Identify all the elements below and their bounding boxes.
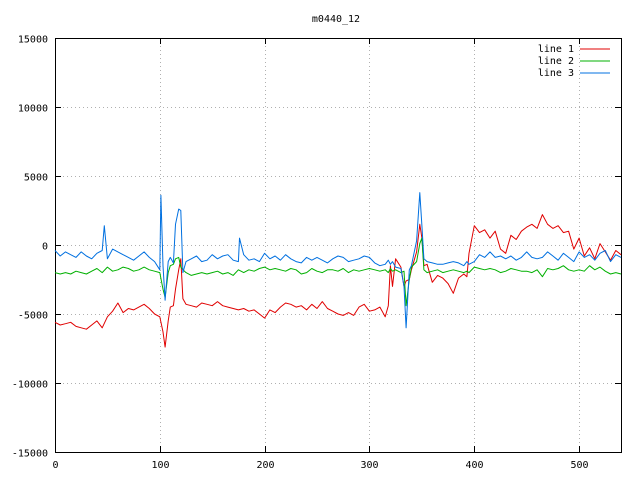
series-line-3 [54, 192, 622, 329]
y-tick-label: -5000 [18, 311, 48, 322]
series-lines [54, 192, 622, 348]
y-tick-label: 15000 [18, 35, 48, 46]
x-tick-label: 400 [465, 460, 483, 471]
y-tick-label: -15000 [12, 449, 48, 460]
x-tick-label: 0 [52, 460, 58, 471]
x-tick-label: 300 [360, 460, 378, 471]
y-tick-label: 5000 [24, 173, 48, 184]
axis-ticks: 0 100 200 300 400 500 -15000 -10000 -5000 0 5000 10… [12, 35, 621, 471]
x-tick-label: 200 [256, 460, 274, 471]
grid-lines [55, 38, 621, 452]
y-tick-label: 10000 [18, 104, 48, 115]
plot-frame [55, 38, 622, 453]
series-line-2 [54, 237, 622, 307]
legend-label-3: line 3 [538, 68, 574, 79]
legend-label-2: line 2 [538, 56, 574, 67]
legend-label-1: line 1 [538, 44, 574, 55]
y-tick-label: -10000 [12, 380, 48, 391]
y-tick-label: 0 [42, 242, 48, 253]
series-line-1 [54, 214, 622, 348]
x-tick-label: 500 [570, 460, 588, 471]
x-tick-label: 100 [151, 460, 169, 471]
chart-title: m0440_12 [312, 14, 360, 25]
